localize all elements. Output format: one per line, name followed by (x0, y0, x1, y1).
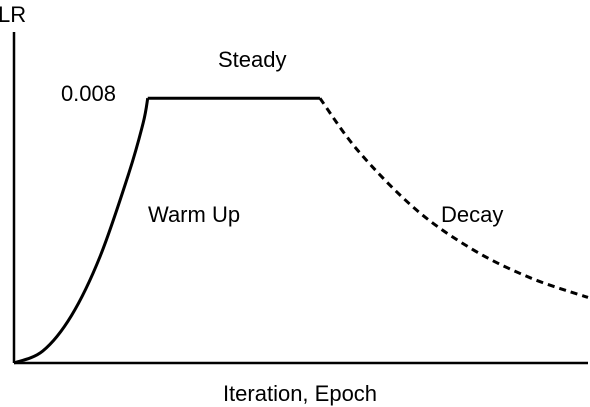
series-line-warm-up (13, 97, 150, 365)
warm-up-label: Warm Up (148, 202, 240, 227)
series-line-decay (318, 97, 589, 299)
y-axis-label: LR (0, 2, 26, 27)
x-axis-label: Iteration, Epoch (223, 381, 377, 406)
series-group (13, 96, 589, 365)
peak-value-label: 0.008 (61, 81, 116, 106)
decay-label: Decay (441, 202, 503, 227)
steady-label: Steady (218, 47, 287, 72)
